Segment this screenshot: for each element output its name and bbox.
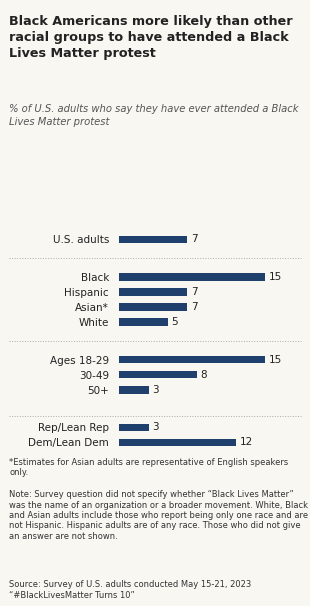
Bar	[119, 273, 265, 281]
Text: 15: 15	[269, 355, 282, 365]
Text: 7: 7	[191, 235, 197, 244]
Text: *Estimates for Asian adults are representative of English speakers only.: *Estimates for Asian adults are represen…	[9, 458, 289, 477]
Bar	[119, 424, 148, 431]
Text: 15: 15	[269, 272, 282, 282]
Bar	[119, 288, 188, 296]
Bar	[119, 439, 236, 446]
Text: 7: 7	[191, 302, 197, 312]
Bar	[119, 303, 188, 311]
Bar	[119, 386, 148, 393]
Text: Note: Survey question did not specify whether “Black Lives Matter” was the name : Note: Survey question did not specify wh…	[9, 490, 308, 541]
Text: 3: 3	[152, 385, 159, 395]
Text: Source: Survey of U.S. adults conducted May 15-21, 2023
“#BlackLivesMatter Turns: Source: Survey of U.S. adults conducted …	[9, 581, 251, 600]
Text: 7: 7	[191, 287, 197, 297]
Text: % of U.S. adults who say they have ever attended a Black
Lives Matter protest: % of U.S. adults who say they have ever …	[9, 104, 299, 127]
Bar	[119, 371, 197, 379]
Bar	[119, 318, 168, 326]
Text: 12: 12	[240, 438, 253, 447]
Text: Black Americans more likely than other
racial groups to have attended a Black
Li: Black Americans more likely than other r…	[9, 15, 293, 60]
Text: 3: 3	[152, 422, 159, 433]
Text: 5: 5	[171, 317, 178, 327]
Bar	[119, 236, 188, 243]
Bar	[119, 356, 265, 364]
Text: 8: 8	[201, 370, 207, 380]
